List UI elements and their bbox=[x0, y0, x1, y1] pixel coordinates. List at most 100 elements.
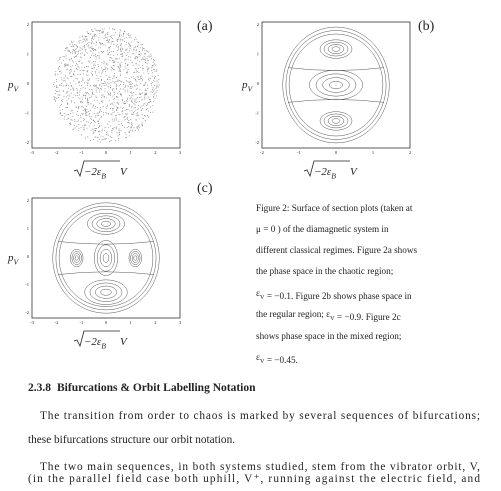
section-point bbox=[111, 137, 113, 139]
section-point bbox=[101, 32, 103, 34]
section-point bbox=[112, 65, 114, 67]
orbit-curve bbox=[96, 244, 116, 272]
section-point bbox=[77, 53, 78, 55]
section-point bbox=[84, 37, 86, 39]
section-point bbox=[122, 53, 124, 55]
section-point bbox=[112, 108, 114, 110]
text-run: = −0.45. bbox=[265, 355, 298, 365]
section-point bbox=[57, 73, 59, 75]
section-point bbox=[84, 87, 86, 89]
section-point bbox=[117, 61, 119, 63]
panel-label: (a) bbox=[197, 19, 213, 34]
section-point bbox=[86, 65, 88, 67]
section-point bbox=[106, 113, 108, 115]
section-point bbox=[112, 107, 114, 109]
caption-line: the phase space in the chaotic region; bbox=[256, 266, 393, 276]
section-point bbox=[93, 85, 95, 87]
section-point bbox=[121, 110, 123, 112]
section-point bbox=[95, 55, 97, 57]
section-point bbox=[104, 137, 106, 139]
section-point bbox=[126, 126, 128, 128]
section-point bbox=[142, 80, 144, 82]
section-point bbox=[121, 81, 123, 83]
section-point bbox=[132, 113, 134, 115]
section-point bbox=[105, 40, 107, 42]
section-point bbox=[119, 33, 121, 35]
section-point bbox=[102, 111, 104, 113]
section-point bbox=[77, 120, 79, 122]
section-point bbox=[140, 55, 142, 57]
subscript: V bbox=[248, 84, 254, 93]
section-point bbox=[96, 91, 98, 93]
section-point bbox=[124, 91, 126, 93]
section-point bbox=[147, 50, 148, 52]
section-point bbox=[85, 109, 87, 111]
section-point bbox=[79, 89, 81, 91]
section-point bbox=[65, 57, 67, 59]
section-point bbox=[87, 100, 89, 102]
orbit-curve bbox=[323, 41, 349, 57]
section-point bbox=[147, 56, 149, 58]
section-point bbox=[110, 43, 112, 45]
section-point bbox=[129, 131, 130, 133]
section-point bbox=[112, 41, 114, 43]
section-point bbox=[80, 126, 82, 128]
section-point bbox=[142, 92, 144, 94]
section-point bbox=[87, 60, 89, 62]
section-point bbox=[136, 126, 138, 128]
section-point bbox=[145, 88, 147, 90]
section-point bbox=[70, 110, 72, 112]
section-point bbox=[103, 30, 105, 32]
section-point bbox=[108, 41, 109, 43]
section-point bbox=[107, 134, 109, 136]
section-point bbox=[105, 138, 107, 140]
sqrt-sign bbox=[303, 160, 350, 178]
section-point bbox=[147, 67, 149, 69]
section-point bbox=[59, 70, 61, 72]
section-point bbox=[86, 115, 88, 116]
section-point bbox=[88, 111, 90, 112]
section-point bbox=[103, 95, 105, 97]
orbit-curve bbox=[91, 215, 121, 232]
section-point bbox=[139, 89, 141, 91]
section-point bbox=[102, 136, 104, 138]
section-point bbox=[129, 132, 131, 134]
section-point bbox=[154, 70, 156, 72]
section-point bbox=[120, 81, 122, 82]
orbit-curve bbox=[322, 77, 350, 93]
section-point bbox=[91, 62, 93, 64]
section-point bbox=[93, 125, 95, 127]
text-run: shows phase space in the mixed region; bbox=[256, 331, 401, 341]
section-point bbox=[128, 135, 130, 137]
section-point bbox=[143, 48, 145, 49]
section-point bbox=[156, 80, 158, 82]
section-point bbox=[78, 81, 80, 83]
section-point bbox=[148, 55, 150, 57]
section-point bbox=[68, 117, 70, 119]
section-point bbox=[82, 46, 84, 47]
section-point bbox=[136, 57, 138, 59]
section-point bbox=[120, 106, 122, 108]
section-point bbox=[147, 72, 149, 74]
section-point bbox=[98, 33, 100, 35]
section-point bbox=[98, 138, 100, 140]
subscript: V bbox=[260, 358, 265, 365]
section-point bbox=[101, 100, 103, 102]
section-point bbox=[112, 111, 114, 113]
section-point bbox=[115, 128, 117, 130]
section-point bbox=[115, 87, 117, 89]
section-point bbox=[53, 82, 55, 83]
section-point bbox=[104, 127, 106, 128]
section-point bbox=[139, 96, 141, 98]
section-point bbox=[145, 82, 147, 84]
section-point bbox=[69, 72, 71, 74]
section-point bbox=[100, 76, 102, 78]
section-point bbox=[86, 111, 88, 113]
section-point bbox=[93, 93, 95, 95]
section-point bbox=[75, 47, 77, 49]
orbit-curves bbox=[282, 26, 390, 144]
section-point bbox=[132, 114, 133, 116]
section-point bbox=[138, 78, 140, 80]
section-point bbox=[92, 35, 93, 37]
section-point bbox=[138, 118, 140, 120]
